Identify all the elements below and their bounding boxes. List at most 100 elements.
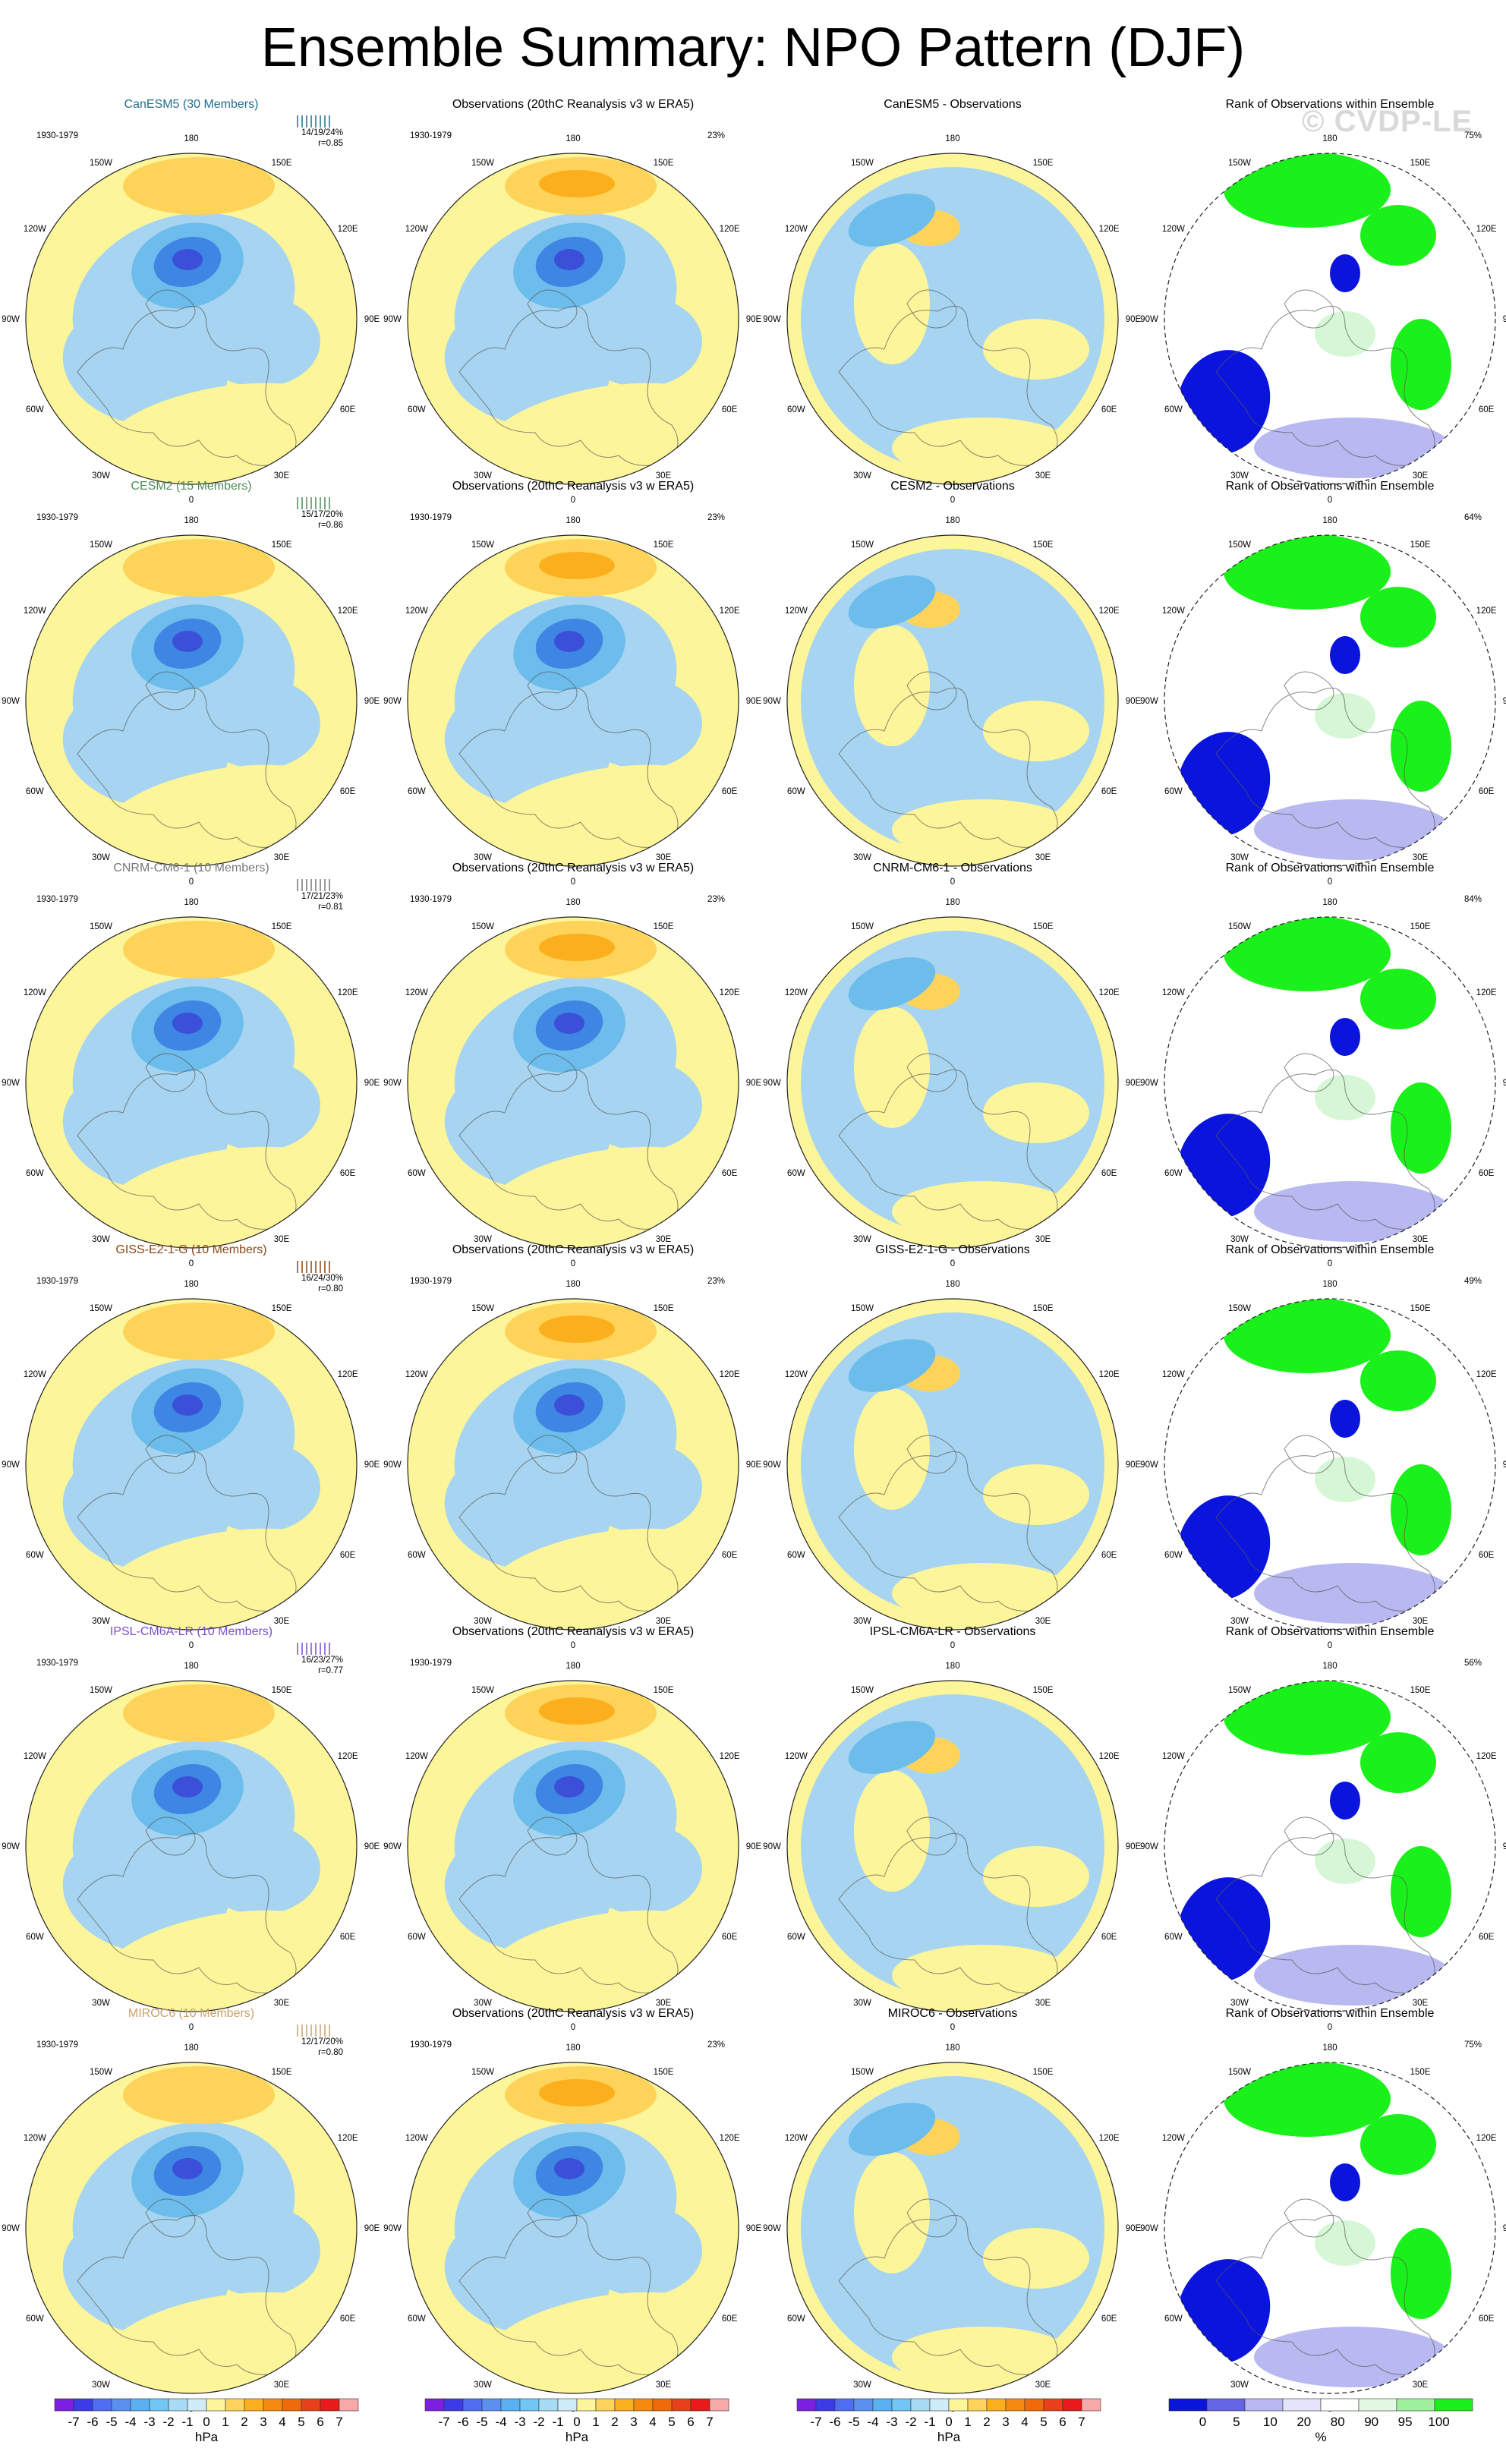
longitude-label: 0: [950, 1641, 955, 1650]
colorbar-swatch: [652, 2398, 673, 2412]
map-fields: [787, 1299, 1118, 1630]
longitude-label: 90W: [763, 1842, 781, 1851]
rank-panel: Rank of Observations within Ensemble 75% 1…: [1140, 2007, 1506, 2414]
rank-low: [1330, 2163, 1360, 2201]
diff-panel: CanESM5 - Observations 180 150E 120E 90E 60E 3…: [763, 98, 1141, 505]
positive-anomaly-core: [539, 1315, 615, 1343]
longitude-label: 150E: [1410, 2068, 1431, 2077]
colorbar-tick-label: 10: [1263, 2415, 1278, 2429]
positive-difference: [892, 1945, 1074, 2006]
rank-fields: [1164, 2062, 1495, 2393]
map-border: [786, 1298, 1119, 1631]
colorbar-tick-label: -4: [495, 2415, 506, 2429]
map-border: [25, 534, 358, 867]
colorbar-tick-label: -4: [867, 2415, 878, 2429]
longitude-label: 120W: [1162, 1370, 1185, 1379]
longitude-label: 30W: [92, 1999, 110, 2008]
longitude-label: 30W: [853, 2381, 871, 2390]
obs-title: Observations (20thC Reanalysis v3 w ERA5…: [452, 98, 694, 111]
negative-difference: [848, 194, 936, 247]
longitude-label: 90W: [2, 315, 20, 324]
longitude-label: 180: [1322, 516, 1337, 525]
rank-high: [1224, 917, 1391, 991]
map-border: [1164, 534, 1496, 867]
longitude-label: 30E: [656, 853, 672, 862]
longitude-label: 30W: [474, 1235, 492, 1244]
colorbar-tick-label: 95: [1398, 2415, 1413, 2429]
negative-anomaly: [199, 1060, 320, 1151]
colorbar-swatch: [92, 2398, 112, 2412]
colorbar-tick-label: -5: [848, 2415, 859, 2429]
longitude-label: 60W: [1164, 1169, 1183, 1178]
map-fields: [26, 917, 357, 1248]
longitude-label: 0: [1328, 1641, 1332, 1650]
longitude-label: 150E: [1410, 1304, 1431, 1313]
longitude-label: 30W: [474, 471, 492, 481]
colorbar-tick-label: 5: [298, 2415, 304, 2429]
longitude-label: 150E: [1033, 1304, 1054, 1313]
map-border: [1164, 1680, 1496, 2012]
longitude-label: 30W: [474, 1617, 492, 1626]
map-fields: [26, 535, 357, 866]
longitude-label: 120W: [24, 1752, 46, 1761]
longitude-label: 60E: [340, 1169, 356, 1178]
diff-title: MIROC6 - Observations: [888, 2007, 1018, 2020]
longitude-label: 60E: [340, 2314, 356, 2324]
map-border: [407, 1680, 739, 2012]
pattern-correlation: r=0.77: [318, 1666, 343, 1675]
colorbar-tick-label: -6: [87, 2415, 98, 2429]
longitude-label: 30W: [853, 853, 871, 862]
longitude-label: 90W: [1140, 1460, 1158, 1470]
colorbar-tick-label: 2: [241, 2415, 247, 2429]
colorbar-tick-label: 1: [222, 2415, 228, 2429]
longitude-label: 30E: [1035, 1617, 1051, 1626]
map-fields: [787, 2062, 1118, 2393]
coastline: [77, 289, 297, 466]
longitude-label: 30E: [274, 2381, 290, 2390]
longitude-label: 90W: [2, 697, 20, 706]
longitude-label: 60W: [408, 405, 426, 414]
negative-difference: [848, 2103, 936, 2156]
colorbar-swatch: [1320, 2398, 1359, 2412]
longitude-label: 120W: [405, 225, 428, 234]
coastline: [838, 1053, 1058, 1230]
longitude-label: 60W: [26, 405, 44, 414]
longitude-label: 60W: [787, 1933, 805, 1942]
longitude-label: 120W: [24, 988, 46, 997]
longitude-label: 120E: [1476, 2134, 1497, 2143]
longitude-label: 30W: [474, 2381, 492, 2390]
longitude-label: 90W: [1140, 1842, 1158, 1851]
period-label: 1930-1979: [36, 2040, 78, 2050]
map-fields: [787, 535, 1118, 866]
map-border: [786, 1680, 1119, 2012]
longitude-label: 60W: [408, 1933, 426, 1942]
diff-panel: IPSL-CM6A-LR - Observations 180 150E 120E 90…: [763, 1625, 1141, 2032]
negative-anomaly-core: [172, 631, 203, 652]
longitude-label: 90W: [2, 2224, 20, 2233]
negative-anomaly-core: [554, 1013, 584, 1034]
longitude-label: 90E: [364, 1460, 380, 1470]
longitude-label: 30E: [656, 471, 672, 481]
map-fields: [26, 1299, 357, 1630]
longitude-label: 0: [1328, 1259, 1332, 1268]
longitude-label: 60E: [1479, 2314, 1495, 2324]
longitude-label: 150E: [1033, 540, 1054, 550]
obs-variance: 23%: [707, 1277, 725, 1286]
longitude-label: 30W: [92, 853, 110, 862]
colorbar-swatch: [709, 2398, 729, 2412]
longitude-label: 180: [184, 898, 198, 907]
negative-difference: [848, 575, 936, 629]
longitude-label: 90W: [763, 1460, 781, 1470]
longitude-label: 150E: [654, 159, 674, 168]
positive-anomaly: [123, 2066, 275, 2124]
rank-high: [1360, 1350, 1436, 1411]
map-border: [1164, 1298, 1496, 1631]
rank-mid-high: [1315, 1839, 1375, 1884]
positive-difference: [892, 799, 1074, 860]
colorbar-unit: %: [1315, 2430, 1326, 2444]
colorbar-tick-label: 20: [1296, 2415, 1311, 2429]
map-fields: [408, 1299, 739, 1630]
colorbar-tick-label: 6: [687, 2415, 694, 2429]
rank-title: Rank of Observations within Ensemble: [1226, 2007, 1435, 2020]
longitude-label: 90W: [383, 2224, 402, 2233]
